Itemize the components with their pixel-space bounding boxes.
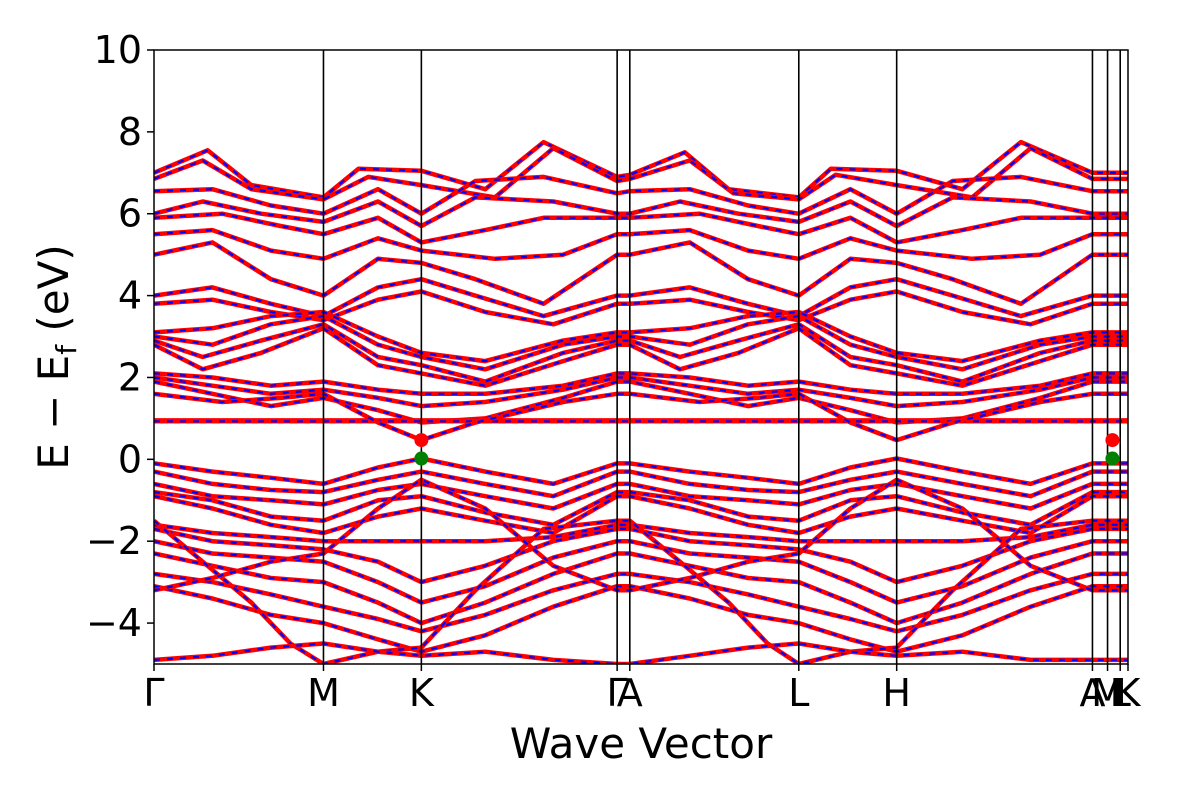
plot-frame bbox=[153, 49, 1129, 665]
x-tick-label-5: A bbox=[617, 671, 643, 715]
cbm-marker-1 bbox=[414, 433, 429, 448]
x-axis-label: Wave Vector bbox=[510, 719, 773, 768]
band-line-overlay-1 bbox=[154, 140, 1128, 199]
y-axis-ticks: −4 −2 0 2 4 6 8 10 bbox=[86, 28, 154, 645]
y-axis-label-subscript: f bbox=[50, 344, 83, 355]
band-line-overlay-20 bbox=[154, 457, 1128, 486]
vbm-marker-2 bbox=[1105, 451, 1120, 466]
x-tick-label-4: Γ bbox=[607, 671, 628, 715]
y-tick-label-8: 10 bbox=[94, 28, 142, 72]
y-axis-label-unit: (eV) bbox=[29, 244, 78, 345]
y-tick-label-5: 4 bbox=[118, 274, 142, 318]
y-tick-label-1: −4 bbox=[86, 601, 142, 645]
y-tick-label-7: 8 bbox=[118, 110, 142, 154]
y-tick-label-2: −2 bbox=[86, 519, 142, 563]
x-tick-label-11: K bbox=[1116, 671, 1142, 715]
y-axis-label-main: E − E bbox=[29, 355, 78, 470]
x-tick-label-9: M bbox=[1091, 671, 1124, 715]
y-tick-label-4: 2 bbox=[118, 355, 142, 399]
x-tick-label-1: Γ bbox=[143, 671, 164, 715]
band-lines bbox=[154, 139, 1128, 664]
x-tick-label-7: H bbox=[882, 671, 911, 715]
y-axis-label: E − Ef (eV) bbox=[29, 244, 83, 470]
high-symmetry-lines bbox=[322, 50, 1122, 664]
y-tick-label-6: 6 bbox=[118, 192, 142, 236]
x-tick-label-3: K bbox=[409, 671, 435, 715]
vbm-marker-1 bbox=[414, 451, 429, 466]
x-tick-label-2: M bbox=[307, 671, 340, 715]
x-tick-label-6: L bbox=[788, 671, 809, 715]
x-tick-label-10: L bbox=[1110, 671, 1131, 715]
band-edge-markers bbox=[414, 433, 1120, 466]
cbm-marker-2 bbox=[1105, 433, 1120, 448]
band-line-8 bbox=[154, 276, 1128, 319]
band-line-overlay-31 bbox=[154, 519, 1128, 664]
x-tick-label-8: A bbox=[1079, 671, 1105, 715]
y-tick-label-3: 0 bbox=[118, 437, 142, 481]
